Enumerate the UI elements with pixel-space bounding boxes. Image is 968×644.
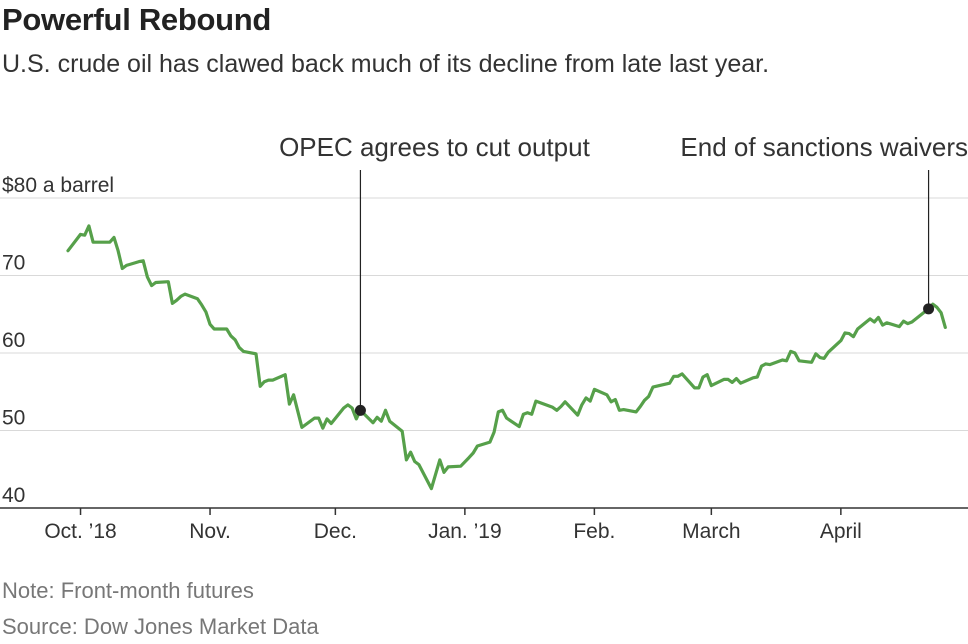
x-tick-label-4: Feb.	[573, 520, 615, 543]
x-tick-label-2: Dec.	[314, 520, 357, 543]
y-tick-label-60: 60	[2, 329, 25, 352]
y-tick-label-50: 50	[2, 407, 25, 430]
annotation-marker-0	[354, 404, 366, 416]
annotations: OPEC agrees to cut output End of sanction…	[279, 132, 968, 411]
x-tick-label-5: March	[682, 520, 740, 543]
x-tick-label-6: April	[820, 520, 862, 543]
chart-subtitle: U.S. crude oil has clawed back much of i…	[2, 50, 770, 78]
y-tick-label-40: 40	[2, 484, 25, 507]
chart-title: Powerful Rebound	[2, 2, 272, 37]
annotation-markers	[354, 303, 935, 416]
annotation-label-0: OPEC agrees to cut output	[279, 132, 591, 162]
x-tick-label-3: Jan. ’19	[428, 520, 502, 543]
series	[66, 224, 947, 491]
y-axis-labels: 40 50 60 70 $80 a barrel	[2, 174, 114, 507]
y-tick-label-70: 70	[2, 252, 25, 275]
annotation-marker-1	[923, 303, 935, 315]
gridlines	[0, 197, 968, 509]
chart-source: Source: Dow Jones Market Data	[2, 614, 319, 639]
x-tick-label-0: Oct. ’18	[44, 520, 116, 543]
chart-note: Note: Front-month futures	[2, 578, 254, 603]
y-tick-label-80: $80 a barrel	[2, 174, 114, 197]
annotation-label-1: End of sanctions waivers	[680, 132, 968, 162]
x-tick-label-1: Nov.	[189, 520, 231, 543]
series-line-0	[66, 224, 947, 491]
line-chart: 40 50 60 70 $80 a barrel Oct. ’18 Nov. Dec. Jan…	[0, 132, 968, 543]
x-axis: Oct. ’18 Nov. Dec. Jan. ’19 Feb. March April	[44, 508, 862, 543]
